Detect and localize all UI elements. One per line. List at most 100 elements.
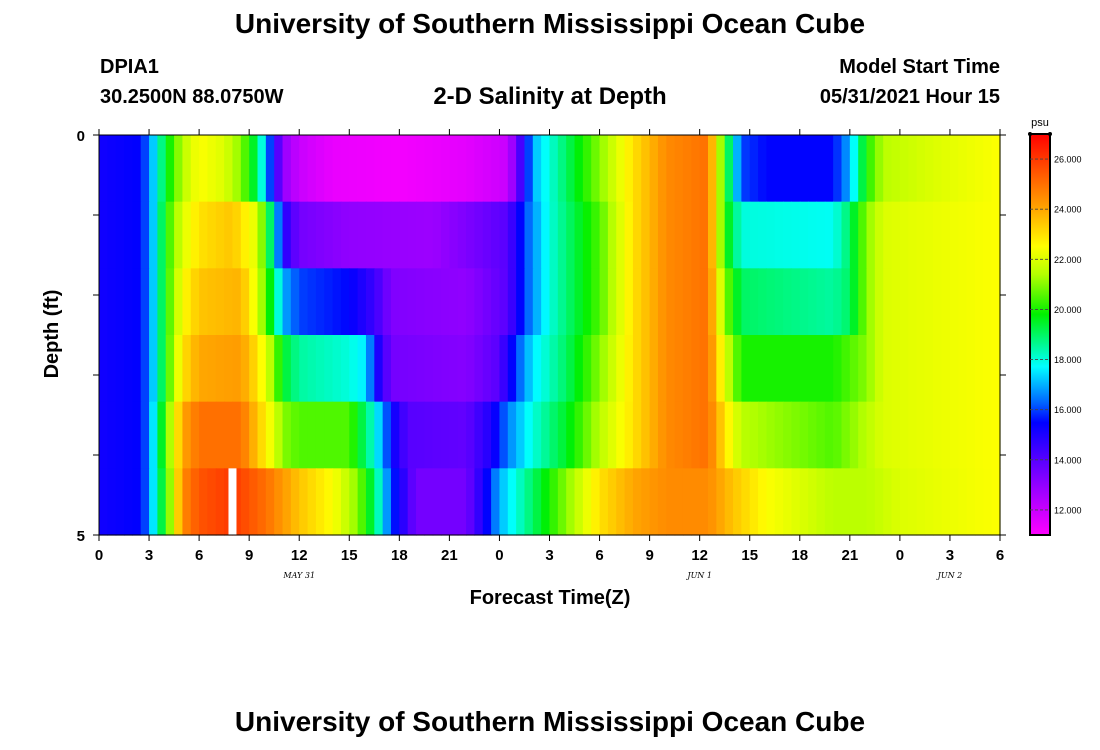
heatmap-cell	[974, 268, 984, 336]
x-tick-label: 12	[291, 547, 308, 564]
heatmap-cell	[649, 335, 659, 403]
heatmap-cell	[582, 135, 592, 203]
heatmap-cell	[616, 201, 626, 269]
heatmap-cell	[290, 268, 300, 336]
heatmap-cell	[199, 268, 209, 336]
heatmap-cell	[724, 201, 734, 269]
heatmap-cell	[816, 135, 826, 203]
heatmap-cell	[657, 335, 667, 403]
heatmap-cell	[190, 135, 200, 203]
heatmap-cell	[799, 135, 809, 203]
heatmap-cell	[691, 401, 701, 469]
heatmap-cell	[357, 268, 367, 336]
heatmap-cell	[474, 401, 484, 469]
heatmap-cell	[716, 135, 726, 203]
heatmap-cell	[432, 135, 442, 203]
x-tick-label: 6	[595, 547, 603, 564]
heatmap-cell	[224, 201, 234, 269]
heatmap-cell	[599, 201, 609, 269]
heatmap-cell	[758, 335, 767, 403]
heatmap-cell	[699, 135, 709, 203]
heatmap-cell	[374, 335, 384, 403]
heatmap-cell	[499, 401, 509, 469]
heatmap-cell	[966, 268, 976, 336]
heatmap-cell	[974, 201, 984, 269]
heatmap-cell	[549, 135, 559, 203]
heatmap-cell	[215, 335, 225, 403]
heatmap-cell	[232, 201, 242, 269]
heatmap-cell	[399, 268, 409, 336]
heatmap-cell	[207, 401, 217, 469]
heatmap-cell	[916, 468, 926, 536]
heatmap-cell	[899, 268, 909, 336]
heatmap-cell	[674, 468, 684, 536]
heatmap-cell	[632, 468, 642, 536]
heatmap-cell	[349, 468, 359, 536]
heatmap-cell	[115, 201, 125, 269]
heatmap-cell	[132, 335, 142, 403]
heatmap-cell	[282, 401, 292, 469]
heatmap-cell	[282, 335, 292, 403]
heatmap-cell	[549, 401, 559, 469]
heatmap-cell	[641, 401, 651, 469]
heatmap-cell	[482, 335, 492, 403]
heatmap-cell	[382, 201, 392, 269]
heatmap-cell	[382, 401, 392, 469]
heatmap-cell	[799, 268, 809, 336]
heatmap-cell	[799, 468, 809, 536]
heatmap-cell	[324, 335, 334, 403]
heatmap-cell	[908, 468, 918, 536]
heatmap-cell	[432, 268, 442, 336]
heatmap-cell	[933, 201, 943, 269]
heatmap-cell	[916, 335, 926, 403]
heatmap-cell	[507, 268, 517, 336]
heatmap-cell	[115, 268, 125, 336]
heatmap-cell	[858, 201, 868, 269]
heatmap-cell	[908, 335, 918, 403]
x-tick-label: 12	[691, 547, 708, 564]
heatmap-cell	[374, 401, 384, 469]
heatmap-cell	[174, 135, 184, 203]
heatmap-cell	[908, 201, 918, 269]
heatmap-cell	[340, 201, 350, 269]
heatmap-cell	[574, 401, 584, 469]
heatmap-cell	[632, 335, 642, 403]
heatmap-cell	[874, 335, 884, 403]
heatmap-cell	[666, 135, 676, 203]
heatmap-cell	[566, 401, 576, 469]
heatmap-cell	[783, 401, 793, 469]
heatmap-cell	[491, 401, 501, 469]
colorbar: 12.000 14.000 16.000 18.000 20.000 22.000 24.0…	[1028, 132, 1082, 536]
heatmap-cell	[641, 268, 651, 336]
heatmap-cell	[649, 268, 659, 336]
heatmap-cell	[382, 335, 392, 403]
heatmap-cell	[916, 201, 926, 269]
heatmap-cell	[407, 135, 417, 203]
heatmap-cell	[466, 335, 476, 403]
heatmap-cell	[282, 135, 292, 203]
heatmap-cell	[324, 135, 334, 203]
heatmap-cell	[399, 468, 409, 536]
heatmap-cell	[991, 468, 1001, 536]
heatmap-cell	[833, 401, 843, 469]
heatmap-cell	[724, 135, 734, 203]
heatmap-cell	[182, 135, 192, 203]
heatmap-cell	[124, 268, 133, 336]
heatmap-cell	[674, 201, 684, 269]
heatmap-cell	[390, 201, 400, 269]
heatmap-cell	[340, 468, 350, 536]
heatmap-cell	[324, 468, 334, 536]
heatmap-cell	[157, 335, 167, 403]
heatmap-cell	[966, 401, 976, 469]
heatmap-cell	[365, 135, 375, 203]
heatmap-cell	[307, 268, 317, 336]
heatmap-cell	[482, 135, 492, 203]
heatmap-cell	[449, 401, 459, 469]
heatmap-cell	[132, 468, 142, 536]
heatmap-cell	[449, 268, 459, 336]
heatmap-cell	[866, 335, 876, 403]
heatmap-cell	[349, 401, 359, 469]
heatmap-cell	[249, 135, 259, 203]
heatmap-cell	[991, 135, 1001, 203]
heatmap-cell	[774, 268, 784, 336]
